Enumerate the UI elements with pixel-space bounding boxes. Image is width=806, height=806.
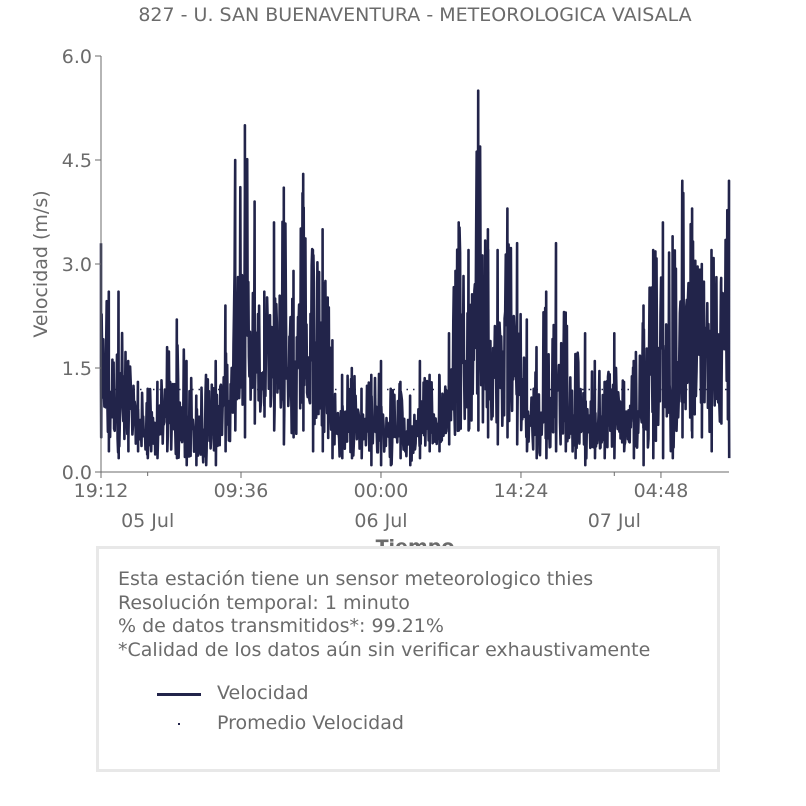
station-notes: Esta estación tiene un sensor meteorolog…: [118, 568, 650, 662]
plot-area: [99, 89, 731, 467]
note-transmitted: % de datos transmitidos*: 99.21%: [118, 615, 444, 637]
legend-label-promedio: Promedio Velocidad: [217, 712, 404, 734]
date-labels: 05 Jul 06 Jul 07 Jul: [121, 472, 641, 532]
y-ticks: 0.0 1.5 3.0 4.5 6.0: [62, 46, 101, 484]
y-tick-label: 6.0: [62, 46, 92, 68]
y-tick-label: 1.5: [62, 358, 92, 380]
x-tick-label: 09:36: [214, 480, 269, 502]
legend-box: Esta estación tiene un sensor meteorolog…: [96, 546, 720, 772]
y-tick-label: 3.0: [62, 254, 92, 276]
x-tick-label: 19:12: [74, 480, 129, 502]
legend-label-velocidad: Velocidad: [217, 682, 309, 704]
date-label: 06 Jul: [354, 510, 407, 532]
note-quality: *Calidad de los datos aún sin verificar …: [118, 638, 651, 661]
x-tick-label: 04:48: [634, 480, 689, 502]
note-sensor: Esta estación tiene un sensor meteorolog…: [118, 568, 594, 590]
legend-line-swatch: [157, 693, 201, 696]
date-label: 07 Jul: [588, 510, 641, 532]
legend-dot-swatch: [178, 723, 180, 725]
x-ticks: 19:12 09:36 00:00 14:24 04:48: [74, 472, 689, 502]
x-tick-label: 00:00: [354, 480, 409, 502]
x-tick-label: 14:24: [494, 480, 549, 502]
chart-title: 827 - U. SAN BUENAVENTURA - METEOROLOGIC…: [138, 4, 691, 26]
note-resolution: Resolución temporal: 1 minuto: [118, 591, 410, 614]
series-velocidad-line: [99, 89, 731, 467]
y-tick-label: 0.0: [62, 462, 92, 484]
y-axis-label: Velocidad (m/s): [30, 190, 52, 337]
y-tick-label: 4.5: [62, 150, 92, 172]
velocity-chart: 827 - U. SAN BUENAVENTURA - METEOROLOGIC…: [30, 4, 731, 558]
date-label: 05 Jul: [121, 510, 174, 532]
